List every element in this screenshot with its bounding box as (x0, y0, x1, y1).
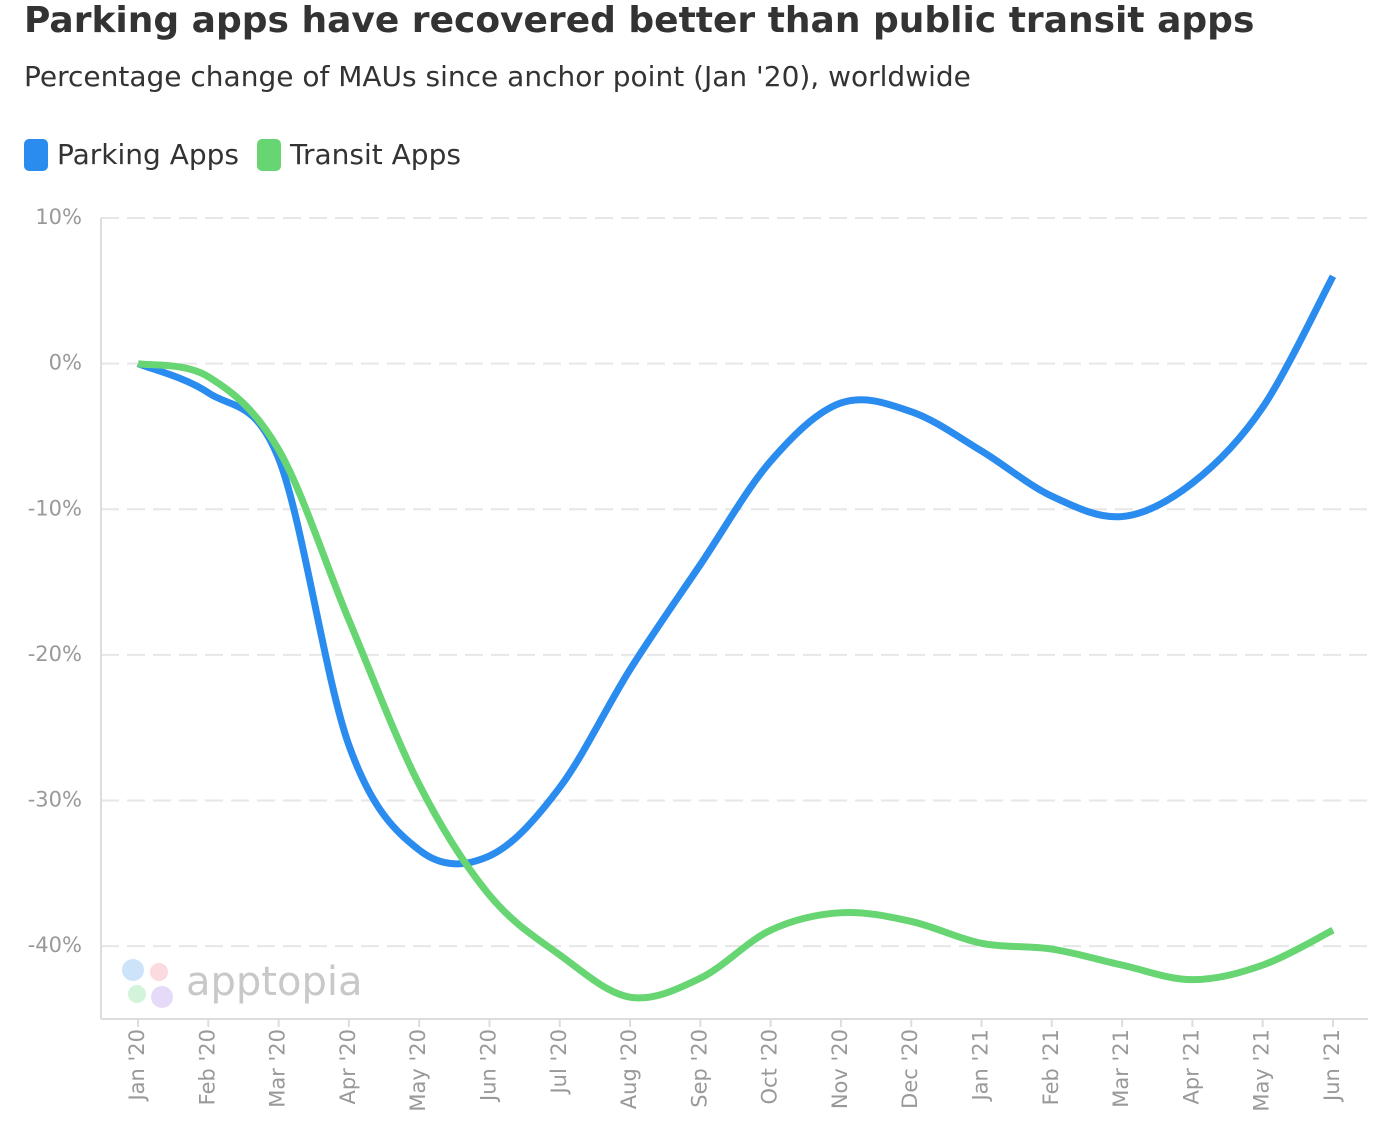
y-tick-label: 10% (35, 205, 82, 229)
x-tick-label: May '20 (406, 1029, 430, 1112)
chart-subtitle: Percentage change of MAUs since anchor p… (24, 60, 971, 93)
x-tick-label: Jul '20 (547, 1029, 571, 1096)
x-tick-label: Apr '20 (336, 1029, 360, 1105)
x-tick-label: Sep '20 (687, 1029, 711, 1108)
x-tick-label: Feb '21 (1039, 1029, 1063, 1105)
legend-label: Transit Apps (289, 138, 461, 171)
series-line (136, 274, 1337, 868)
legend-swatch (24, 139, 48, 171)
x-tick-label: Aug '20 (617, 1029, 641, 1109)
x-tick-label: Mar '20 (266, 1029, 290, 1108)
x-tick-label: Apr '21 (1179, 1029, 1203, 1105)
x-tick-label: Jun '20 (476, 1029, 500, 1103)
chart-title: Parking apps have recovered better than … (24, 0, 1254, 41)
x-tick-label: Feb '20 (195, 1029, 219, 1105)
x-tick-label: Nov '20 (828, 1029, 852, 1109)
x-tick-label: Oct '20 (758, 1029, 782, 1104)
x-tick-label: Jan '21 (969, 1029, 993, 1103)
legend-swatch (257, 139, 281, 171)
x-tick-label: Jan '20 (125, 1029, 149, 1103)
y-tick-label: -30% (28, 788, 82, 812)
x-tick-label: Jun '21 (1320, 1029, 1344, 1103)
y-tick-label: -20% (28, 642, 82, 666)
watermark: apptopia (186, 959, 362, 1005)
y-tick-label: -40% (28, 933, 82, 957)
legend-label: Parking Apps (57, 138, 239, 171)
watermark-logo (122, 959, 173, 1008)
x-tick-label: Dec '20 (898, 1029, 922, 1109)
x-tick-label: Mar '21 (1109, 1029, 1133, 1108)
y-tick-label: 0% (49, 351, 82, 375)
y-tick-label: -10% (28, 496, 82, 520)
series-line (137, 360, 1335, 1002)
x-tick-label: May '21 (1250, 1029, 1274, 1112)
